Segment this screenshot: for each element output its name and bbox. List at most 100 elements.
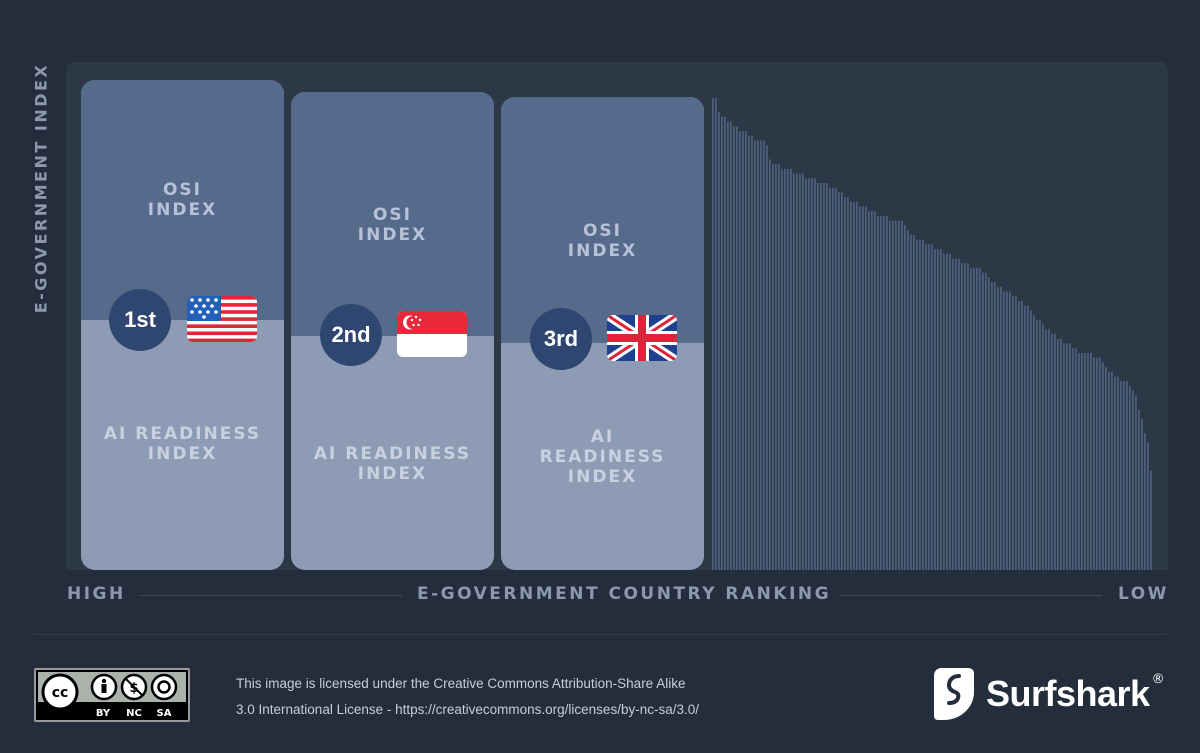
country-bar [976, 267, 978, 570]
ranking-bars [712, 98, 1152, 571]
country-bar [847, 197, 849, 570]
country-bar [1144, 433, 1146, 570]
country-bar [922, 239, 924, 570]
country-bar [961, 263, 963, 570]
country-bar [802, 173, 804, 570]
country-bar [1003, 291, 1005, 570]
country-bar [946, 253, 948, 570]
country-bar [742, 131, 744, 571]
ai-readiness-label: AI READINESS INDEX [313, 444, 472, 484]
country-bar [901, 220, 903, 570]
country-bar [799, 173, 801, 570]
country-bar [850, 201, 852, 570]
country-bar [982, 272, 984, 570]
license-line-2[interactable]: 3.0 International License - https://crea… [236, 702, 699, 717]
osi-segment [501, 97, 704, 343]
country-bar [766, 145, 768, 570]
country-bar [928, 244, 930, 570]
registered-mark: ® [1151, 672, 1165, 687]
country-bar [1054, 334, 1056, 570]
country-bar [724, 116, 726, 570]
country-bar [817, 182, 819, 570]
country-bar [904, 225, 906, 570]
country-bar [751, 135, 753, 570]
country-bar [856, 201, 858, 570]
country-bar [763, 140, 765, 571]
country-bar [964, 263, 966, 570]
country-bar [931, 244, 933, 570]
country-bar [1102, 362, 1104, 570]
country-bar [841, 192, 843, 570]
country-bar [787, 168, 789, 571]
country-bar [1117, 376, 1119, 570]
country-bar [937, 249, 939, 571]
country-bar [1087, 352, 1089, 570]
country-bar [871, 211, 873, 570]
country-bar [784, 168, 786, 571]
country-bar [811, 178, 813, 571]
country-bar [796, 173, 798, 570]
country-bar [1033, 315, 1035, 570]
rank-badge: 3rd [530, 308, 592, 370]
country-bar [1039, 319, 1041, 570]
x-axis-title: E-GOVERNMENT COUNTRY RANKING [417, 584, 832, 604]
country-bar [892, 220, 894, 570]
ai-readiness-label: AI READINESS INDEX [539, 427, 666, 487]
country-bar [712, 98, 714, 570]
rank-badge: 1st [109, 289, 171, 351]
country-bar [994, 282, 996, 570]
country-bar [1081, 352, 1083, 570]
country-bar [1105, 367, 1107, 570]
country-bar [1051, 334, 1053, 570]
osi-label: OSI INDEX [567, 221, 638, 261]
country-bar [889, 220, 891, 570]
surfshark-logo: Surfshark ® [932, 666, 1165, 722]
country-bar [868, 211, 870, 570]
country-bar [745, 131, 747, 571]
country-bar [1135, 395, 1137, 570]
country-bar [715, 98, 717, 570]
cc-license-badge[interactable]: cc $ BY NC SA [34, 668, 190, 722]
country-bar [958, 258, 960, 570]
country-bar [1027, 305, 1029, 570]
x-axis-high-label: HIGH [67, 584, 126, 604]
country-bar [934, 249, 936, 571]
country-bar [973, 267, 975, 570]
country-bar [949, 253, 951, 570]
country-bar [859, 206, 861, 570]
brand-name: Surfshark [986, 673, 1150, 714]
country-bar [718, 112, 720, 570]
country-bar [862, 206, 864, 570]
country-bar [1069, 343, 1071, 570]
country-bar [865, 206, 867, 570]
rank-badge: 2nd [320, 304, 382, 366]
cc-logo-text: cc [52, 685, 69, 701]
sa-icon [150, 673, 178, 701]
country-bar [1063, 343, 1065, 570]
axis-line-left [140, 595, 402, 596]
country-bar [754, 140, 756, 571]
country-bar [1126, 381, 1128, 570]
country-bar [925, 244, 927, 570]
country-bar [1024, 305, 1026, 570]
country-bar [985, 272, 987, 570]
country-bar [988, 277, 990, 570]
country-bar [835, 187, 837, 570]
country-bar [880, 216, 882, 570]
country-bar [739, 131, 741, 571]
ai-readiness-label: AI READINESS INDEX [103, 424, 262, 464]
country-bar [898, 220, 900, 570]
country-bar [1114, 376, 1116, 570]
country-bar [826, 182, 828, 570]
country-bar [1042, 324, 1044, 570]
country-bar [970, 267, 972, 570]
country-bar [940, 249, 942, 571]
country-bar [1120, 381, 1122, 570]
country-bar [721, 116, 723, 570]
country-bar [1138, 409, 1140, 570]
country-bar [1057, 338, 1059, 570]
country-bar [838, 192, 840, 570]
cc-by-text: BY [96, 708, 111, 719]
country-bar [1147, 442, 1149, 570]
footer-divider [34, 634, 1166, 635]
